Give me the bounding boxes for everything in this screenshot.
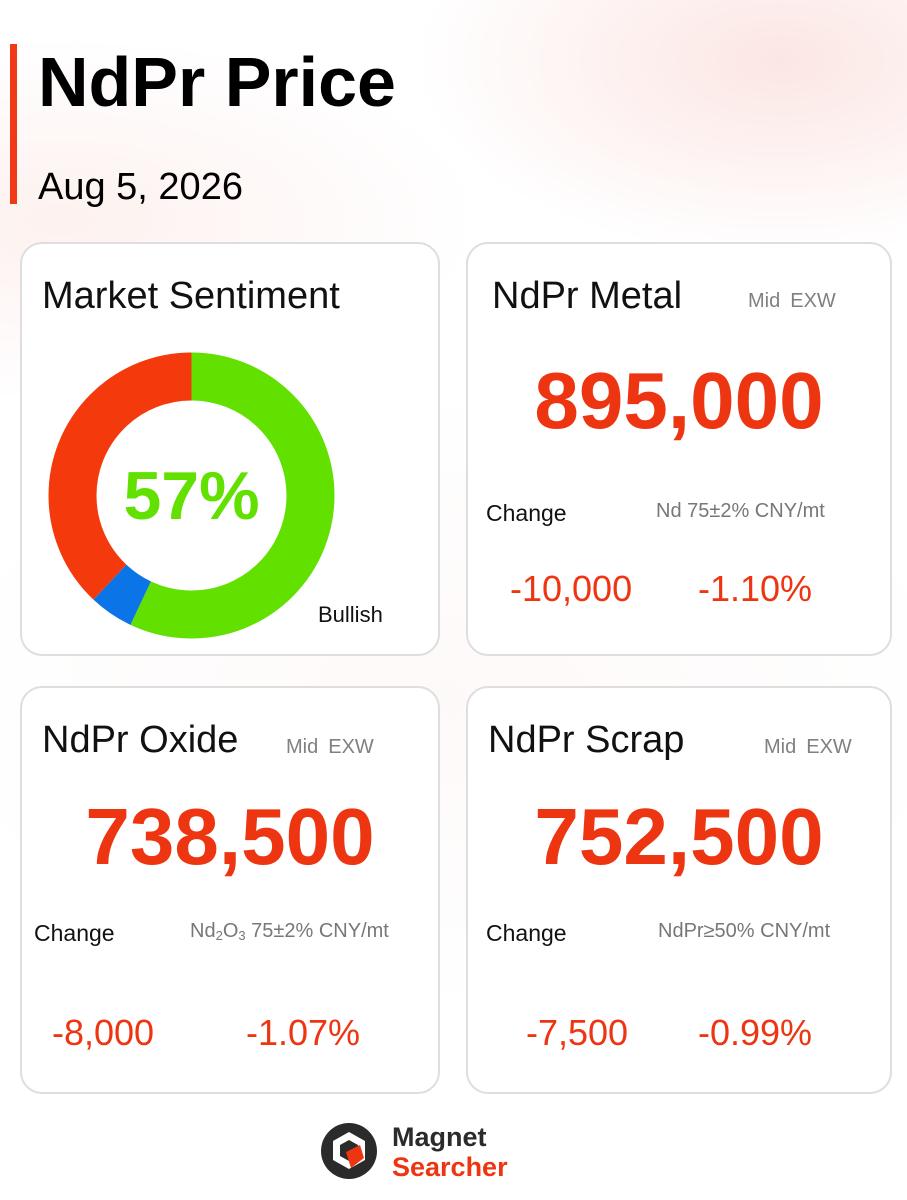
oxide-spec-subscript-2: 3 [238,928,246,943]
sentiment-donut: 57% [48,352,335,639]
sentiment-label: Bullish [318,602,383,627]
brand-logo: Magnet Searcher [320,1120,560,1184]
metal-card: NdPr Metal Mid EXW 895,000 Change Nd 75±2… [466,242,892,656]
oxide-price: 738,500 [85,792,375,881]
scrap-tags: Mid EXW [764,736,852,759]
oxide-change-abs: -8,000 [52,1012,155,1053]
oxide-spec-element-o: O [222,920,239,942]
sentiment-title: Market Sentiment [42,275,340,317]
sentiment-card: Market Sentiment 57% Bullish [20,242,440,656]
brand-name-line2: Searcher [392,1152,508,1182]
scrap-card: NdPr Scrap Mid EXW 752,500 Change NdPr≥50… [466,686,892,1094]
scrap-tag-mid: Mid [764,736,797,758]
metal-tag-mid: Mid [748,290,781,312]
oxide-spec: Nd2O3 75±2% CNY/mt [190,920,389,943]
oxide-tag-exw: EXW [328,736,374,758]
oxide-change-label: Change [34,920,115,946]
scrap-change-pct: -0.99% [698,1012,813,1053]
metal-spec: Nd 75±2% CNY/mt [656,500,825,522]
metal-change-label: Change [486,500,567,526]
metal-title: NdPr Metal [492,275,683,317]
oxide-tag-mid: Mid [286,736,319,758]
page-date: Aug 5, 2026 [38,166,243,208]
oxide-title: NdPr Oxide [42,719,239,761]
oxide-spec-element: Nd [190,920,216,942]
metal-tags: Mid EXW [748,290,836,313]
sentiment-percent: 57% [123,458,260,534]
scrap-change-abs: -7,500 [526,1012,629,1053]
scrap-price: 752,500 [534,792,824,881]
brand-name-line1: Magnet [392,1122,487,1152]
metal-change-abs: -10,000 [510,568,633,609]
metal-price: 895,000 [534,356,824,445]
oxide-change-pct: -1.07% [246,1012,361,1053]
scrap-title: NdPr Scrap [488,719,685,761]
scrap-change-label: Change [486,920,567,946]
page-title: NdPr Price [38,43,396,121]
scrap-tag-exw: EXW [806,736,852,758]
oxide-spec-subscript-1: 2 [215,928,223,943]
magnet-searcher-logo-icon [321,1123,377,1179]
metal-change-pct: -1.10% [698,568,813,609]
oxide-card: NdPr Oxide Mid EXW 738,500 Change Nd2O3 7… [20,686,440,1094]
sentiment-donut-chart [48,352,335,639]
scrap-spec: NdPr≥50% CNY/mt [658,920,831,942]
metal-tag-exw: EXW [790,290,836,312]
donut-segment-bearish [48,352,335,639]
oxide-tags: Mid EXW [286,736,374,759]
title-accent-bar [10,44,17,204]
oxide-spec-suffix: 75±2% CNY/mt [245,920,389,942]
